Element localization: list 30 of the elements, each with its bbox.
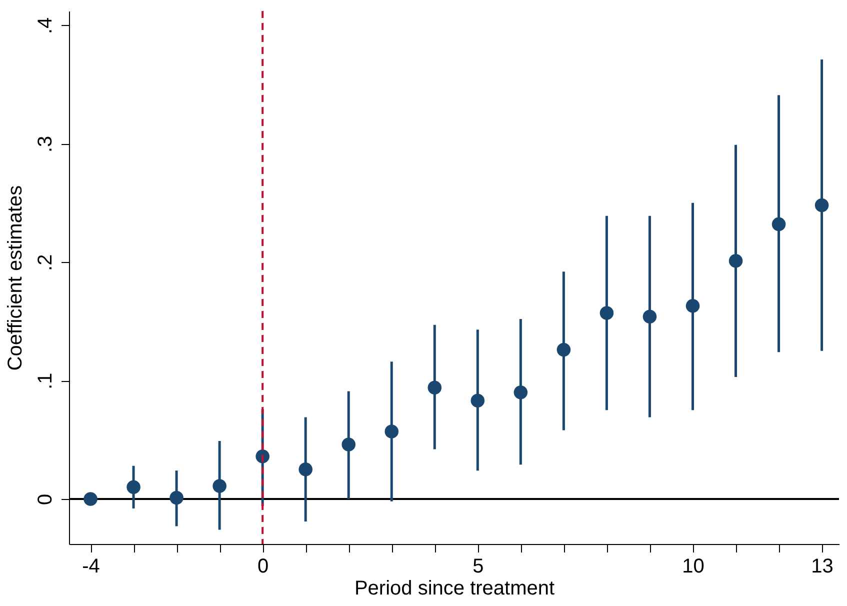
point bbox=[514, 386, 528, 400]
point bbox=[728, 254, 743, 268]
point bbox=[600, 306, 614, 320]
point bbox=[686, 299, 700, 313]
x-tick-label: 13 bbox=[811, 556, 834, 578]
point bbox=[256, 449, 270, 464]
x-tick-label: 5 bbox=[472, 556, 484, 578]
point bbox=[772, 217, 786, 232]
y-tick-label: .4 bbox=[34, 17, 56, 34]
point bbox=[170, 490, 184, 505]
x-tick-label: 0 bbox=[258, 556, 269, 578]
point bbox=[84, 492, 98, 506]
point bbox=[428, 380, 442, 395]
point bbox=[126, 480, 140, 494]
point bbox=[212, 479, 226, 493]
y-tick-label: .1 bbox=[34, 372, 56, 390]
x-tick-label: 10 bbox=[682, 556, 704, 578]
point bbox=[470, 394, 485, 408]
point bbox=[384, 424, 399, 438]
y-tick-label: 0 bbox=[34, 494, 56, 506]
y-axis-title: Coefficient estimates bbox=[4, 185, 26, 371]
point bbox=[556, 342, 571, 357]
y-tick-label: .2 bbox=[34, 254, 56, 271]
point bbox=[642, 310, 657, 324]
point bbox=[298, 462, 312, 476]
point bbox=[814, 198, 829, 212]
y-tick-label: .3 bbox=[34, 136, 56, 152]
x-axis-title: Period since treatment bbox=[354, 578, 555, 600]
point bbox=[342, 438, 356, 452]
x-tick-label: -4 bbox=[82, 556, 100, 578]
